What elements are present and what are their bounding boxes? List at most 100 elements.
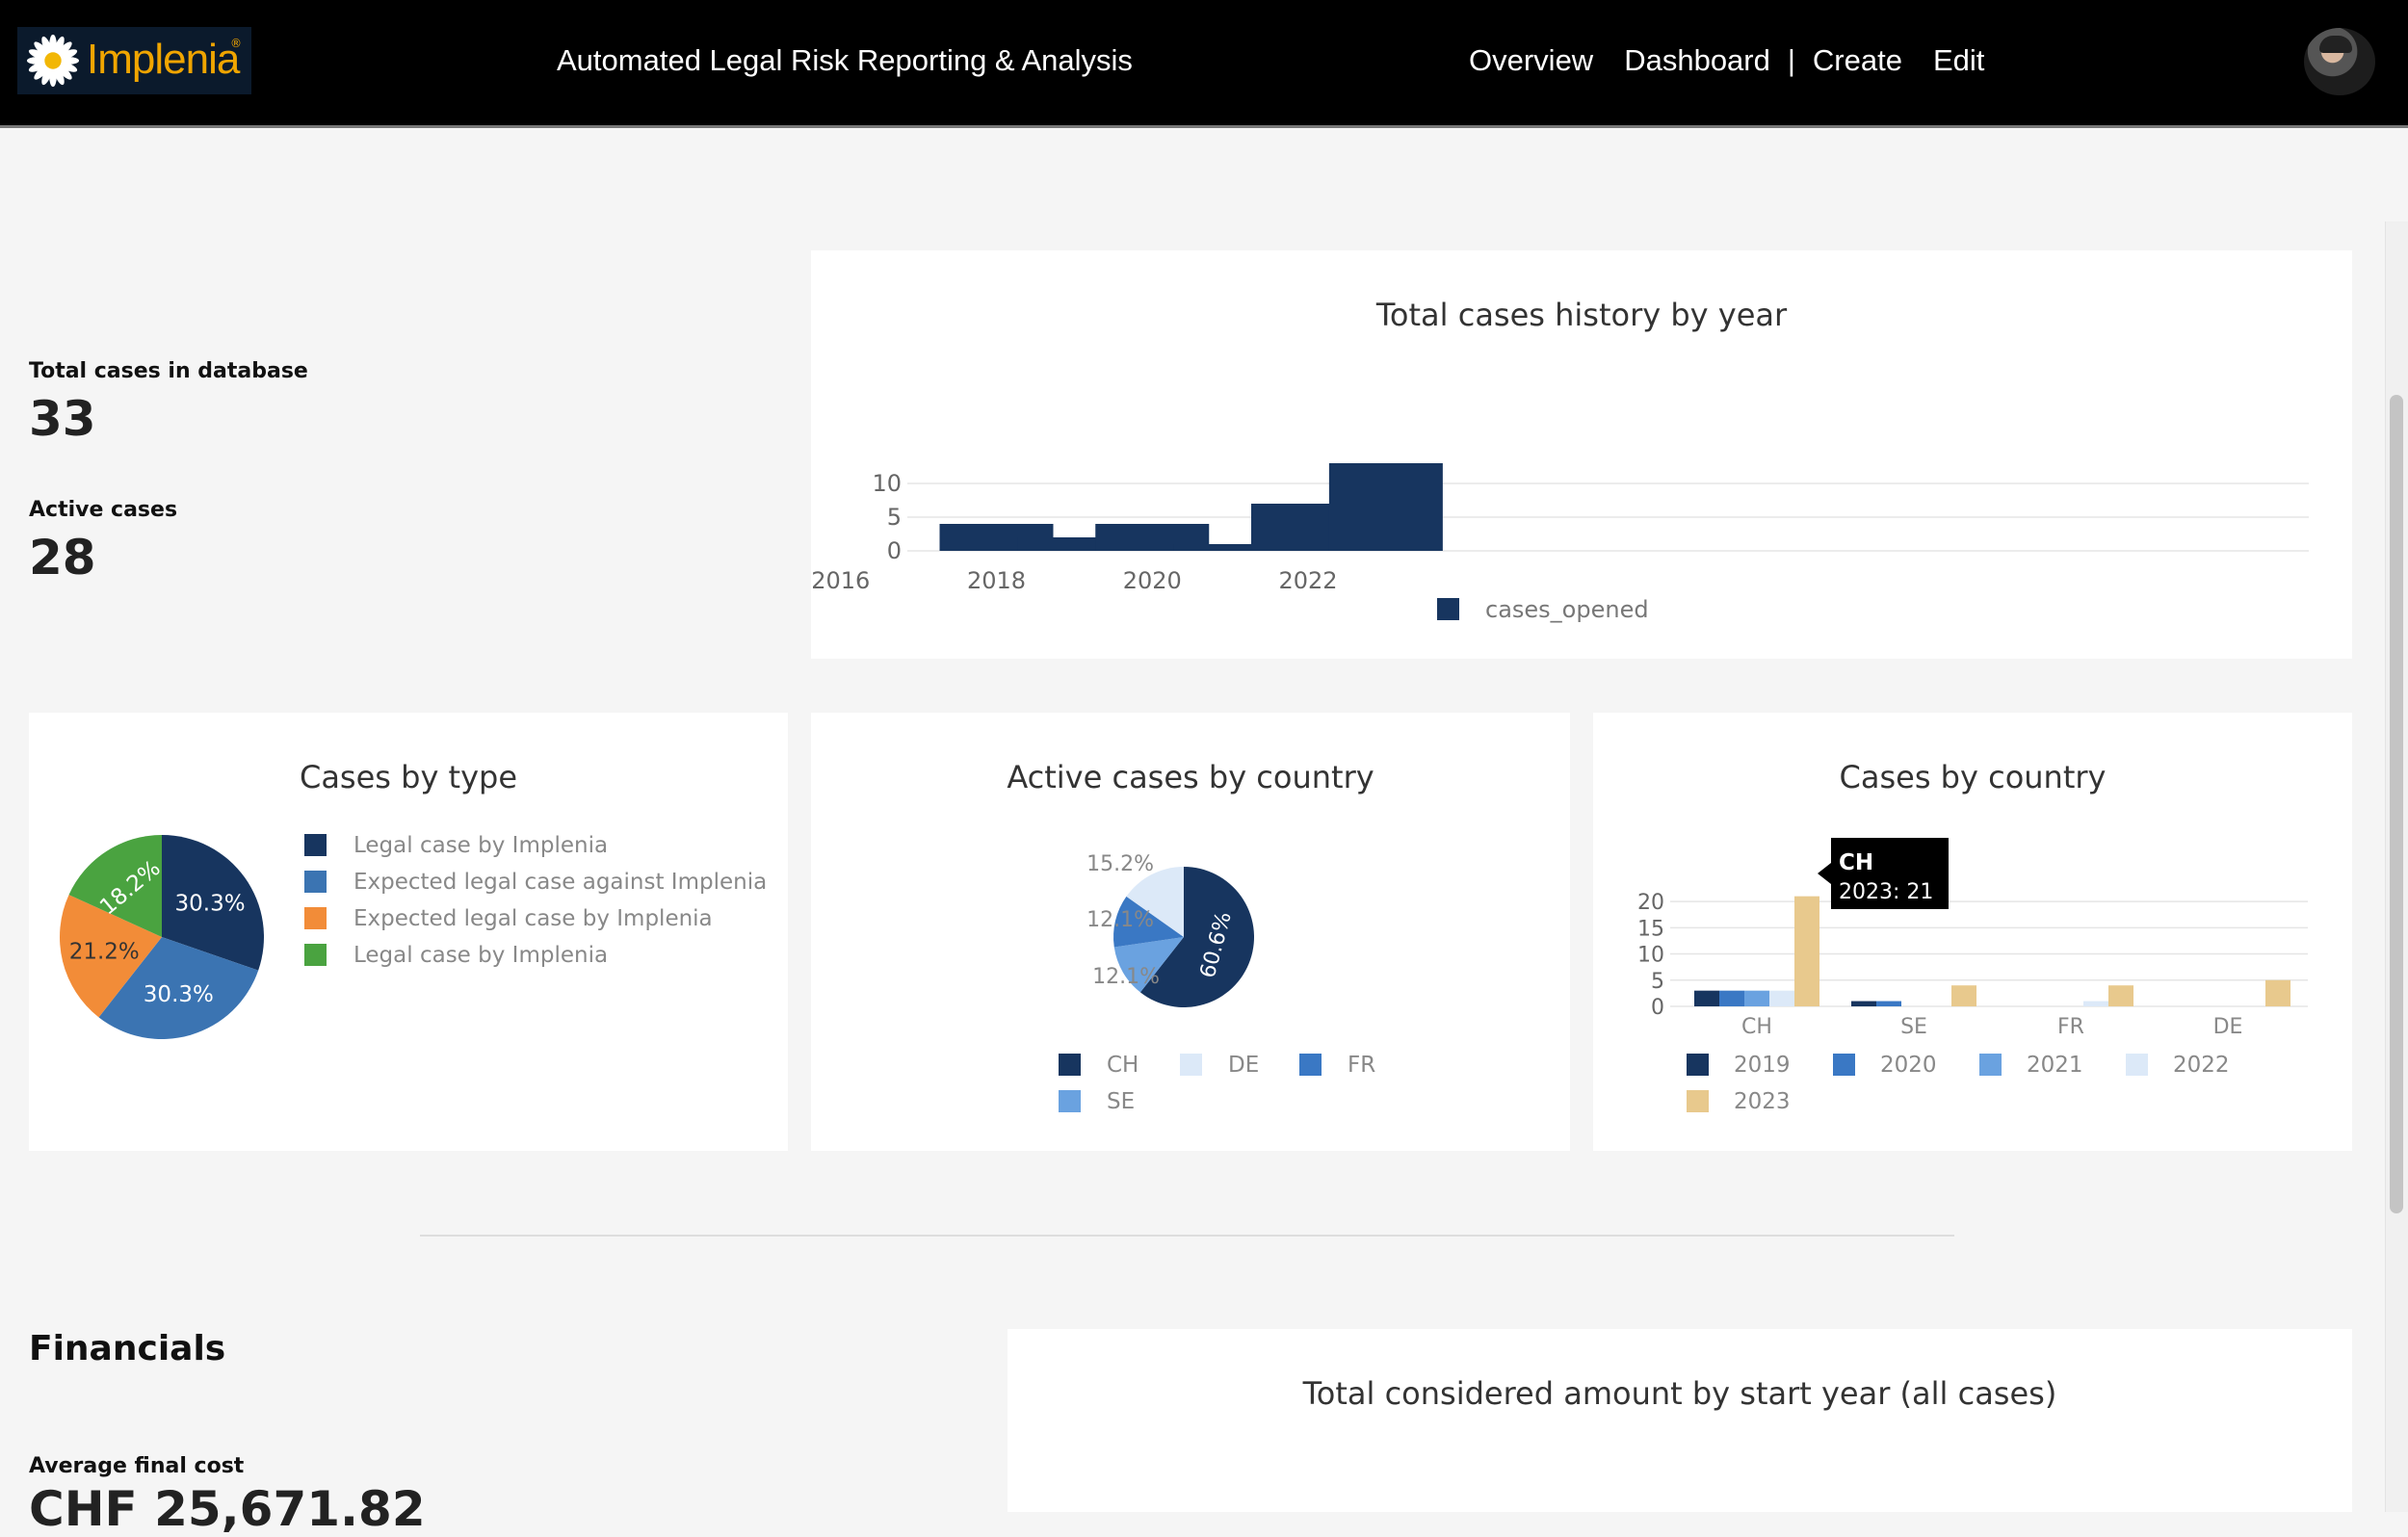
active-legend-label: SE bbox=[1107, 1089, 1135, 1114]
nav-edit[interactable]: Edit bbox=[1932, 43, 1985, 77]
nav-links: Overview Dashboard | Create Edit bbox=[1469, 39, 1984, 83]
country-bar bbox=[1719, 990, 1744, 1006]
type-legend-swatch bbox=[304, 907, 327, 929]
country-bar bbox=[1769, 990, 1794, 1006]
country-x-tick-label: DE bbox=[2213, 1015, 2243, 1039]
country-bar bbox=[1794, 896, 1819, 1006]
active-country-chart-card: Active cases by country 60.6% 15.2% 12.1% 1… bbox=[811, 713, 1570, 1151]
history-bar bbox=[1328, 463, 1443, 551]
history-x-tick-label: 2022 bbox=[1278, 567, 1337, 594]
top-navbar: Implenia ® Automated Legal Risk Reportin… bbox=[0, 0, 2408, 128]
type-pie-slice bbox=[68, 835, 162, 937]
active-cases-label: Active cases bbox=[29, 498, 178, 522]
history-y-tick-label: 5 bbox=[887, 504, 902, 531]
history-y-tick-label: 0 bbox=[887, 537, 902, 564]
country-y-tick-label: 5 bbox=[1651, 970, 1664, 994]
logo-text: Implenia bbox=[87, 36, 240, 83]
history-legend-label: cases_opened bbox=[1485, 596, 1649, 623]
type-legend-label: Legal case by Implenia bbox=[353, 833, 608, 858]
active-pie-label: 12.1% bbox=[1092, 965, 1160, 989]
type-legend-swatch bbox=[304, 944, 327, 966]
app-title: Automated Legal Risk Reporting & Analysi… bbox=[557, 43, 1133, 77]
type-legend-label: Legal case by Implenia bbox=[353, 943, 608, 968]
country-legend-swatch bbox=[1979, 1054, 2002, 1076]
country-bar bbox=[1876, 1001, 1901, 1006]
history-chart-title: Total cases history by year bbox=[1375, 297, 1788, 333]
page-scrollbar[interactable] bbox=[2385, 221, 2408, 1512]
active-pie-slice bbox=[1113, 937, 1184, 993]
type-pie-label: 30.3% bbox=[144, 982, 214, 1007]
user-avatar[interactable] bbox=[2304, 28, 2375, 95]
country-legend-label: 2023 bbox=[1734, 1089, 1791, 1114]
active-pie-slice bbox=[1126, 867, 1184, 937]
type-pie-slice bbox=[98, 937, 259, 1039]
history-x-tick-label: 2018 bbox=[967, 567, 1026, 594]
type-chart-title: Cases by type bbox=[299, 759, 518, 795]
active-legend-swatch bbox=[1059, 1090, 1081, 1112]
country-legend-label: 2020 bbox=[1880, 1053, 1937, 1078]
country-legend-label: 2019 bbox=[1734, 1053, 1791, 1078]
active-pie-slice bbox=[1139, 867, 1254, 1007]
country-legend-swatch bbox=[2126, 1054, 2148, 1076]
tooltip-box bbox=[1831, 838, 1949, 909]
active-pie-label: 12.1% bbox=[1086, 908, 1154, 932]
type-pie-label: 30.3% bbox=[175, 891, 246, 916]
history-x-tick-label: 2016 bbox=[811, 567, 870, 594]
country-x-tick-label: SE bbox=[1900, 1015, 1927, 1039]
section-divider bbox=[420, 1235, 1954, 1237]
history-bar bbox=[1173, 544, 1288, 551]
nav-create[interactable]: Create bbox=[1812, 43, 1902, 77]
country-x-tick-label: FR bbox=[2057, 1015, 2084, 1039]
type-pie-label: 21.2% bbox=[69, 940, 140, 965]
type-legend-swatch bbox=[304, 834, 327, 856]
tooltip-arrow bbox=[1818, 863, 1831, 884]
nav-dashboard[interactable]: Dashboard bbox=[1624, 43, 1770, 77]
history-x-tick-label: 2020 bbox=[1123, 567, 1182, 594]
country-tooltip: CH 2023: 21 bbox=[1818, 838, 1949, 909]
history-chart: 051020142016201820202022cases_opened bbox=[811, 463, 2309, 623]
country-bar bbox=[1694, 990, 1719, 1006]
country-bar bbox=[1851, 1001, 1876, 1006]
considered-chart-card: Total considered amount by start year (a… bbox=[1008, 1329, 2352, 1512]
history-chart-card: Total cases history by year 051020142016… bbox=[811, 250, 2352, 659]
history-legend-swatch bbox=[1437, 598, 1459, 620]
active-pie-label: 15.2% bbox=[1086, 852, 1154, 876]
daisy-icon bbox=[26, 34, 80, 88]
type-legend-label: Expected legal case against Implenia bbox=[353, 870, 767, 895]
avg-final-cost-value: CHF 25,671.82 bbox=[29, 1481, 426, 1537]
country-y-tick-label: 0 bbox=[1651, 996, 1664, 1020]
active-legend-swatch bbox=[1059, 1054, 1081, 1076]
active-legend-swatch bbox=[1299, 1054, 1322, 1076]
country-y-tick-label: 10 bbox=[1637, 944, 1664, 968]
scrollbar-thumb[interactable] bbox=[2390, 395, 2403, 1213]
country-legend-label: 2022 bbox=[2173, 1053, 2230, 1078]
country-legend-swatch bbox=[1687, 1090, 1709, 1112]
active-legend-swatch bbox=[1180, 1054, 1202, 1076]
implenia-logo[interactable]: Implenia ® bbox=[17, 27, 251, 94]
active-cases-value: 28 bbox=[29, 530, 96, 586]
country-legend-swatch bbox=[1687, 1054, 1709, 1076]
nav-separator: | bbox=[1787, 43, 1795, 77]
active-pie-slice bbox=[1113, 896, 1184, 948]
country-chart-card: Cases by country 0 5 10 15 20 CH SE FR DE 2019 202… bbox=[1593, 713, 2352, 1151]
active-country-chart-title: Active cases by country bbox=[1007, 759, 1374, 795]
type-pie-slice bbox=[59, 895, 162, 1018]
country-legend-label: 2021 bbox=[2027, 1053, 2083, 1078]
country-bar bbox=[1744, 990, 1769, 1006]
avg-final-cost-label: Average final cost bbox=[29, 1454, 245, 1478]
active-legend-label: CH bbox=[1107, 1053, 1139, 1078]
tooltip-text: 2023: 21 bbox=[1839, 880, 1933, 904]
active-legend-label: FR bbox=[1348, 1053, 1375, 1078]
total-cases-value: 33 bbox=[29, 391, 96, 447]
nav-overview[interactable]: Overview bbox=[1469, 43, 1594, 77]
country-bar bbox=[2083, 1001, 2108, 1006]
type-chart-card: Cases by type 30.3% 30.3% 21.2% 18.2% Legal … bbox=[29, 713, 788, 1151]
history-y-tick-label: 10 bbox=[872, 470, 902, 497]
active-legend-label: DE bbox=[1228, 1053, 1259, 1078]
type-legend-swatch bbox=[304, 871, 327, 893]
country-y-tick-label: 15 bbox=[1637, 917, 1664, 941]
total-cases-label: Total cases in database bbox=[29, 359, 308, 383]
type-pie-chart: 30.3%30.3%21.2%18.2%Legal case by Implen… bbox=[59, 833, 767, 1039]
